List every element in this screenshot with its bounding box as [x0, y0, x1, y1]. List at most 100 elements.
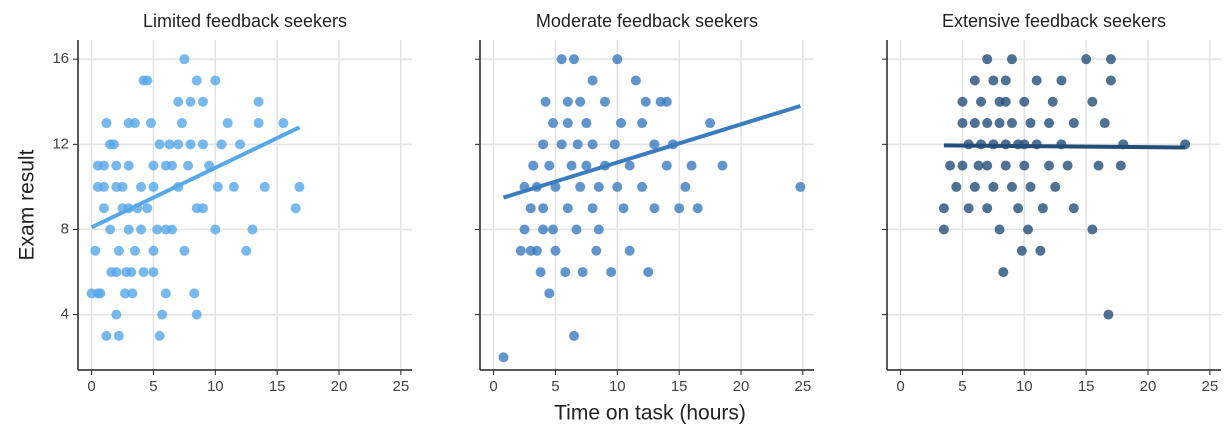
- point: [148, 267, 159, 278]
- y-tick-label: 4: [61, 306, 69, 323]
- facet-title: Moderate feedback seekers: [536, 11, 758, 31]
- point: [692, 203, 703, 214]
- point: [538, 203, 549, 214]
- point: [618, 203, 629, 214]
- point: [528, 160, 539, 171]
- point: [680, 181, 691, 192]
- x-tick-label: 25: [393, 378, 410, 395]
- x-tick-label: 0: [896, 378, 904, 395]
- point: [148, 181, 159, 192]
- x-tick-label: 5: [958, 378, 966, 395]
- point: [1068, 203, 1079, 214]
- point: [253, 96, 264, 107]
- point: [556, 54, 567, 65]
- point: [562, 203, 573, 214]
- y-tick-label: 12: [52, 135, 69, 152]
- point: [572, 139, 583, 150]
- point: [982, 54, 993, 65]
- x-tick-label: 5: [149, 378, 157, 395]
- point: [1056, 75, 1067, 86]
- point: [982, 160, 993, 171]
- y-tick-label: 8: [61, 220, 69, 237]
- point: [1081, 54, 1092, 65]
- point: [1044, 118, 1055, 129]
- point: [129, 245, 140, 256]
- point: [152, 224, 163, 235]
- x-tick-label: 0: [87, 378, 95, 395]
- point: [945, 160, 956, 171]
- trend-line: [90, 125, 301, 230]
- point: [95, 288, 106, 299]
- point: [210, 224, 221, 235]
- point: [973, 160, 984, 171]
- point: [179, 54, 190, 65]
- x-tick-label: 5: [551, 378, 559, 395]
- point: [560, 267, 571, 278]
- y-axis-title: Exam result: [16, 149, 39, 260]
- point: [210, 75, 221, 86]
- point: [1105, 75, 1116, 86]
- point: [222, 118, 233, 129]
- x-tick-label: 15: [269, 378, 286, 395]
- point: [969, 118, 980, 129]
- point: [176, 118, 187, 129]
- point: [982, 203, 993, 214]
- point: [616, 118, 627, 129]
- point: [1019, 160, 1030, 171]
- point: [148, 160, 159, 171]
- point: [612, 181, 623, 192]
- point: [98, 181, 109, 192]
- point: [562, 96, 573, 107]
- point: [191, 75, 202, 86]
- point: [113, 245, 124, 256]
- point: [575, 181, 586, 192]
- point: [185, 139, 196, 150]
- point: [661, 160, 672, 171]
- point: [212, 181, 223, 192]
- point: [566, 160, 577, 171]
- point: [228, 181, 239, 192]
- point: [705, 118, 716, 129]
- point: [1000, 96, 1011, 107]
- point: [136, 181, 147, 192]
- point: [120, 288, 131, 299]
- point: [994, 224, 1005, 235]
- point: [587, 203, 598, 214]
- point: [1023, 224, 1034, 235]
- y-tick-label: 16: [52, 50, 69, 67]
- point: [624, 245, 635, 256]
- x-tick-label: 10: [609, 378, 626, 395]
- point: [515, 245, 526, 256]
- point: [1006, 181, 1017, 192]
- point: [142, 203, 153, 214]
- point: [562, 118, 573, 129]
- point: [938, 224, 949, 235]
- point: [191, 309, 202, 320]
- point: [142, 75, 153, 86]
- point: [661, 96, 672, 107]
- point: [123, 160, 134, 171]
- point: [247, 224, 258, 235]
- point: [1068, 118, 1079, 129]
- point: [1000, 160, 1011, 171]
- point: [148, 245, 159, 256]
- point: [259, 181, 270, 192]
- point: [957, 96, 968, 107]
- point: [1062, 160, 1073, 171]
- point: [1016, 245, 1027, 256]
- point: [127, 288, 138, 299]
- x-tick-label: 25: [1202, 378, 1219, 395]
- point: [1006, 54, 1017, 65]
- point: [113, 330, 124, 341]
- point: [294, 181, 305, 192]
- point: [1025, 118, 1036, 129]
- point: [1093, 160, 1104, 171]
- point: [587, 75, 598, 86]
- point: [540, 96, 551, 107]
- point: [111, 309, 122, 320]
- point: [649, 203, 660, 214]
- point: [167, 160, 178, 171]
- point: [988, 75, 999, 86]
- point: [197, 203, 208, 214]
- point: [253, 118, 264, 129]
